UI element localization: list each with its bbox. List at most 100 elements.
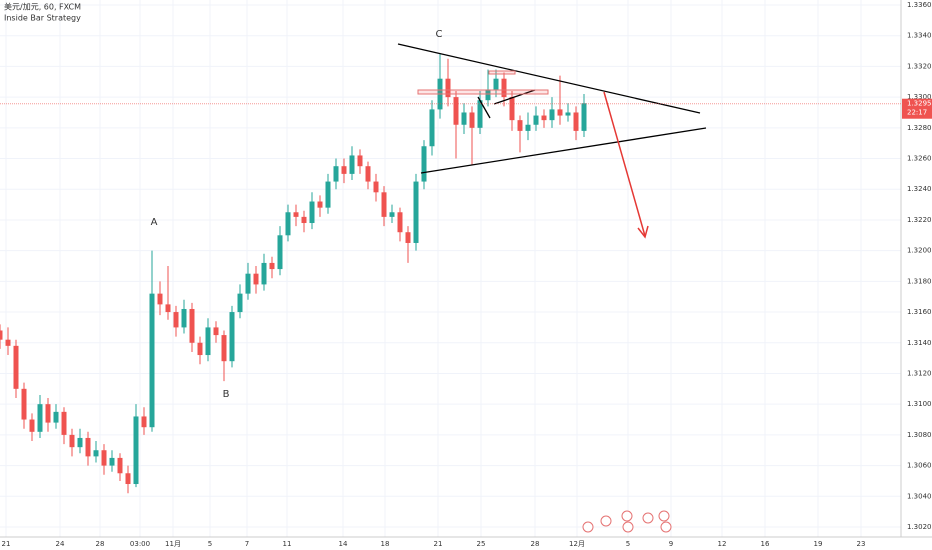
candle-body [341,166,347,174]
candle-body [381,192,387,217]
candle-body [109,457,115,466]
candle-body [237,293,243,313]
candle-body [357,155,363,167]
candle-body [501,78,507,98]
candle-body [117,457,123,474]
y-tick-label: 1.33200 [907,62,932,70]
candle-body [205,327,211,356]
event-icon [600,515,612,527]
y-tick-label: 1.31400 [907,339,932,347]
event-icon [622,521,634,533]
candle-body [349,155,355,174]
x-tick-label: 12 [718,540,727,548]
y-tick-label: 1.31000 [907,400,932,408]
candle-body [557,109,563,116]
candle-body [269,262,275,270]
candle-body [429,109,435,147]
x-tick-label: 28 [531,540,540,548]
candle-body [317,201,323,208]
x-tick-label: 21 [434,540,443,548]
x-tick-label: 24 [56,540,65,548]
y-tick-label: 1.30800 [907,431,932,439]
y-tick-label: 1.31200 [907,369,932,377]
candle-body [533,115,539,125]
y-tick-label: 1.30400 [907,492,932,500]
candle-body [461,112,467,125]
y-tick-label: 1.31800 [907,277,932,285]
chart-title: 美元/加元, 60, FXCM [4,2,81,12]
candle-body [53,411,59,423]
y-tick-label: 1.30200 [907,523,932,531]
countdown-label: 22:17 [907,109,927,117]
y-tick-label: 1.31600 [907,308,932,316]
candle-body [189,308,195,343]
candle-body [397,212,403,233]
candle-body [69,434,75,448]
y-tick-label: 1.32400 [907,185,932,193]
x-tick-label: 11 [283,540,292,548]
candle-body [525,124,531,131]
candle-body [365,166,371,182]
x-tick-label: 9 [669,540,673,548]
x-tick-label: 16 [761,540,770,548]
candle-body [485,89,491,101]
event-icon [582,521,594,533]
candle-body [517,120,523,131]
arrow [603,91,646,237]
candle-body [541,115,547,121]
candle-body [253,273,259,285]
chart-subtitle: Inside Bar Strategy [4,14,81,23]
y-tick-label: 1.30600 [907,462,932,470]
candle-body [125,473,131,485]
candle-body [101,450,107,466]
y-tick-label: 1.32600 [907,155,932,163]
candle-body [581,103,587,131]
trend-segment [477,96,491,119]
candles [0,54,587,494]
candle-body [413,181,419,243]
candle-body [453,97,459,125]
candle-body [213,327,219,336]
candle-body [173,312,179,328]
event-icon [642,512,654,524]
triangle-upper [397,43,701,114]
candle-body [165,304,171,313]
triangle-lower [420,127,707,174]
candle-body [141,416,147,428]
candle-body [469,112,475,128]
candle-body [477,100,483,128]
event-icon [621,510,633,522]
candle-body [573,112,579,131]
annotation: B [223,389,230,400]
last-price-box [902,98,932,119]
candle-body [301,216,307,224]
last-price-label: 1.32957 [907,100,932,108]
candle-body [133,416,139,485]
candle-body [5,339,11,346]
arrow-head [637,225,649,239]
y-tick-label: 1.32200 [907,216,932,224]
y-tick-label: 1.33000 [907,93,932,101]
candle-body [405,232,411,243]
candle-body [325,181,331,208]
x-tick-label: 14 [339,540,348,548]
candle-body [493,78,499,90]
x-tick-label: 7 [245,540,249,548]
candle-body [221,335,227,362]
drawings [397,43,707,239]
zone [488,70,516,75]
candle-body [45,404,51,423]
event-icon [658,510,670,522]
candle-body [421,146,427,182]
y-tick-label: 1.32800 [907,124,932,132]
candle-body [245,273,251,294]
x-tick-label: 23 [857,540,866,548]
candle-body [277,235,283,270]
candle-body [373,181,379,193]
candle-body [37,404,43,432]
y-tick-label: 1.33600 [907,1,932,9]
candle-body [509,97,515,121]
x-tick-label: 18 [381,540,390,548]
event-icon [660,521,672,533]
